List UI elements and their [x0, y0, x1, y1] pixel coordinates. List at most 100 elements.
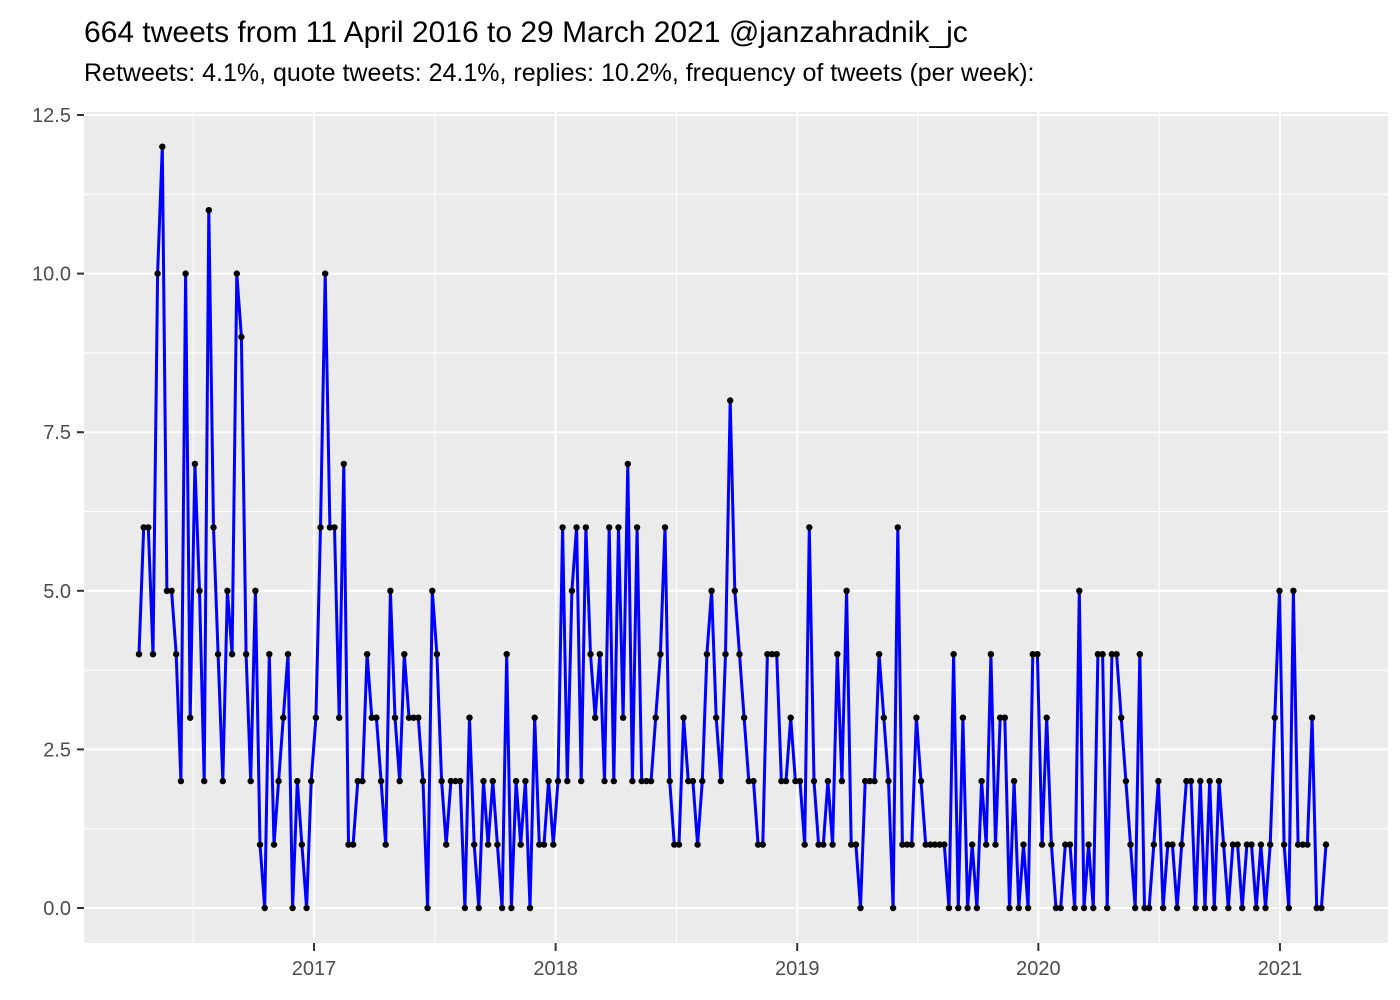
- data-point: [1145, 904, 1153, 912]
- tweets-per-week-series: [135, 143, 1330, 912]
- data-point: [1239, 904, 1246, 912]
- data-point: [1090, 904, 1097, 912]
- data-point: [135, 651, 143, 658]
- data-point: [270, 841, 278, 848]
- data-point: [1071, 904, 1078, 912]
- data-point: [322, 270, 329, 277]
- data-point: [689, 777, 697, 785]
- data-point: [173, 651, 180, 658]
- data-point: [801, 841, 808, 848]
- data-point: [1285, 904, 1293, 912]
- data-point: [238, 333, 245, 341]
- data-point: [554, 777, 562, 785]
- data-point: [601, 777, 608, 785]
- data-point: [796, 777, 804, 785]
- data-point: [205, 207, 212, 214]
- data-point: [992, 841, 999, 848]
- data-point: [699, 777, 706, 785]
- data-point: [457, 777, 464, 785]
- x-axis-tick-labels: 2017 2018 2019 2020 2021: [292, 958, 1302, 980]
- data-point: [754, 841, 762, 848]
- data-point: [391, 714, 399, 721]
- data-point: [596, 651, 603, 658]
- data-point: [396, 777, 403, 785]
- chart-subtitle: Retweets: 4.1%, quote tweets: 24.1%, rep…: [84, 59, 1035, 87]
- data-point: [210, 524, 217, 531]
- data-point: [778, 777, 785, 785]
- data-point: [1322, 841, 1330, 848]
- data-point: [1206, 777, 1213, 785]
- data-point: [573, 524, 580, 531]
- data-point: [275, 777, 282, 785]
- data-point: [298, 841, 306, 848]
- data-point: [1229, 841, 1237, 848]
- data-point: [880, 714, 887, 721]
- data-point: [1248, 841, 1255, 848]
- data-point: [438, 777, 445, 785]
- data-point: [820, 841, 827, 848]
- data-point: [1010, 777, 1018, 785]
- data-point: [1127, 841, 1134, 848]
- data-point: [536, 841, 543, 848]
- data-point: [280, 714, 287, 721]
- data-point: [242, 651, 250, 658]
- data-point: [722, 651, 729, 658]
- data-point: [894, 524, 901, 531]
- data-point: [196, 587, 203, 594]
- data-point: [736, 651, 743, 658]
- data-point: [187, 714, 194, 721]
- data-point: [675, 841, 683, 848]
- data-point: [973, 904, 981, 912]
- data-point: [177, 777, 185, 785]
- data-point: [908, 841, 915, 848]
- data-point: [866, 777, 873, 785]
- data-point: [1257, 841, 1265, 848]
- data-point: [145, 524, 152, 531]
- data-point: [345, 841, 352, 848]
- data-point: [522, 777, 529, 785]
- data-point: [1197, 777, 1204, 785]
- data-point: [1062, 841, 1069, 848]
- data-point: [1020, 841, 1027, 848]
- data-point: [1253, 904, 1260, 912]
- data-point: [1136, 651, 1144, 658]
- data-point: [587, 651, 594, 658]
- data-point: [531, 714, 538, 721]
- data-point: [368, 714, 375, 721]
- data-point: [857, 904, 864, 912]
- data-point: [252, 587, 259, 594]
- data-point: [694, 841, 701, 848]
- data-point: [1108, 651, 1116, 658]
- data-point: [1001, 714, 1008, 721]
- data-point: [559, 524, 566, 531]
- data-point: [759, 841, 766, 848]
- data-point: [261, 904, 268, 912]
- data-point: [1066, 841, 1074, 848]
- y-axis-label: 10.0: [32, 264, 71, 286]
- data-point: [815, 841, 822, 848]
- data-point: [782, 777, 790, 785]
- data-point: [1262, 904, 1269, 912]
- data-point: [312, 714, 320, 721]
- data-point: [224, 587, 231, 594]
- data-point: [927, 841, 934, 848]
- data-point: [652, 714, 659, 721]
- data-point: [657, 651, 664, 658]
- y-axis-label: 2.5: [43, 739, 71, 761]
- data-point: [806, 524, 813, 531]
- data-point: [214, 651, 222, 658]
- data-point: [713, 714, 720, 721]
- data-point: [326, 524, 334, 531]
- data-point: [1043, 714, 1050, 721]
- data-point: [838, 777, 846, 785]
- data-point: [671, 841, 678, 848]
- data-point: [1304, 841, 1311, 848]
- plot-panel: [84, 112, 1388, 943]
- data-point: [219, 777, 226, 785]
- data-point: [266, 651, 273, 658]
- data-point: [899, 841, 906, 848]
- chart-title: 664 tweets from 11 April 2016 to 29 Marc…: [84, 16, 968, 49]
- data-point: [140, 524, 147, 531]
- data-point: [1132, 904, 1139, 912]
- data-point: [480, 777, 487, 785]
